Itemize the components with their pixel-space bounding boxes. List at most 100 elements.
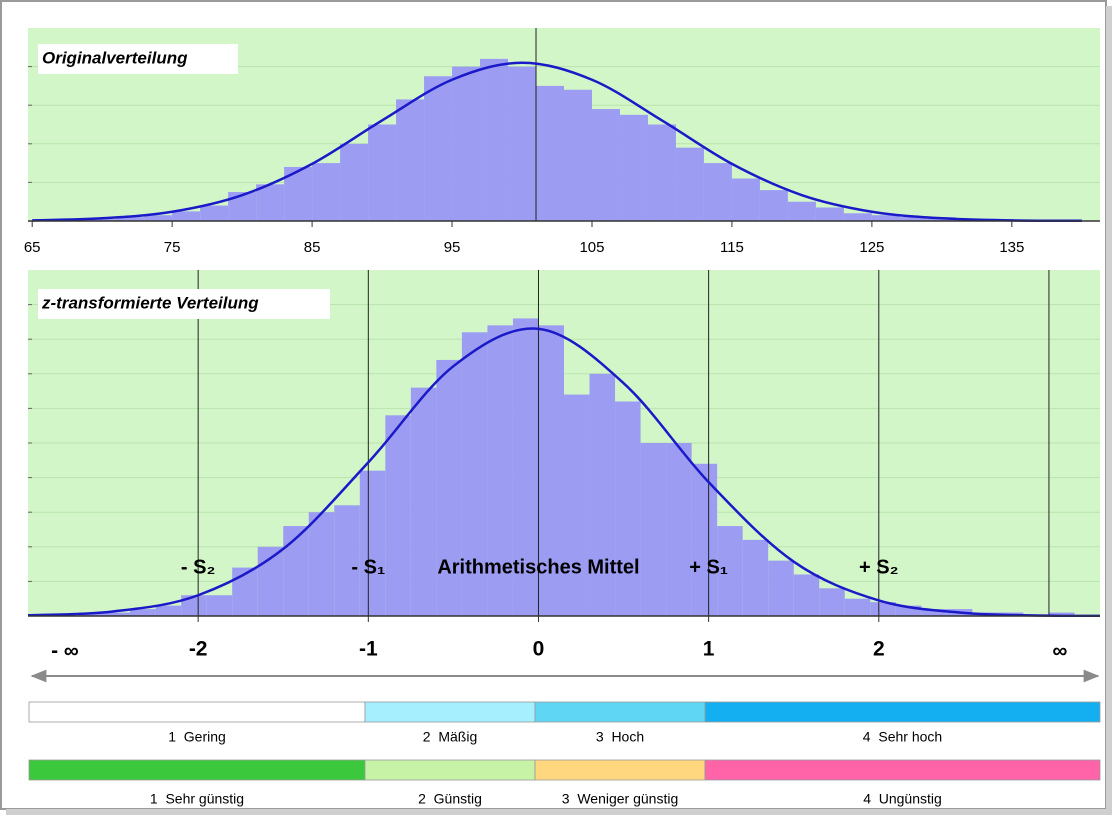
histogram-bar [359,470,386,616]
histogram-bar [844,598,871,616]
histogram-bar [759,190,788,221]
histogram-bar [843,213,872,221]
shadow [1106,6,1112,812]
histogram-bar [793,574,820,616]
histogram-bar [564,89,592,221]
scale-segment [28,701,366,723]
histogram-bar [536,85,564,222]
x-tick-label: 1 [703,638,715,661]
scale-label: 2 Günstig [418,791,482,807]
x-tick-label: 2 [873,638,885,661]
x-tick-label: 0 [533,638,545,661]
histogram-bar [104,612,131,616]
histogram-bar [675,147,704,221]
histogram-bar [742,539,769,616]
histogram-bar [619,114,648,221]
histogram-bar [787,201,816,221]
chart-title: Originalverteilung [42,48,188,67]
x-tick-label: 75 [164,239,181,256]
x-tick-label: 105 [579,239,604,256]
histogram-bar [368,124,397,221]
histogram-bar [731,178,760,221]
x-tick-label: -2 [189,638,208,661]
histogram-bar [283,526,309,616]
histogram-bar [1048,612,1075,616]
histogram-bar [899,217,928,221]
density-curve [28,327,1100,617]
x-tick-label: 85 [304,239,321,256]
histogram-bar [480,58,509,221]
title-box [38,289,330,319]
histogram-bar [312,163,341,221]
shadow [6,809,1112,815]
scale-label: 3 Weniger günstig [562,791,678,807]
histogram-bar [615,401,641,616]
histogram-bar [144,215,173,221]
histogram-bar [308,512,335,616]
scale-segment [534,701,706,723]
histogram-bar [589,373,616,616]
histogram-bar [155,605,182,616]
histogram-bar [487,325,513,616]
histogram-bar [172,211,201,221]
scale-segment [534,759,706,781]
plot-content [28,28,1100,222]
histogram-bar [200,205,229,221]
scale-label: 3 Hoch [596,729,644,745]
histogram-bar [768,560,794,616]
histogram-bar [512,318,539,616]
scale-segment [704,759,1101,781]
density-curve [32,61,1082,222]
histogram-bar [424,76,453,221]
histogram-bar [508,66,537,221]
histogram-bar [396,99,425,221]
axis-end-label: - ∞ [51,640,79,663]
histogram-bar [334,505,360,616]
histogram-bar [340,143,369,221]
histogram-bar [717,526,743,616]
scale-segment [364,701,536,723]
scale-label: 4 Sehr hoch [863,729,942,745]
histogram-bar [206,595,233,616]
chart-title: z-transformierte Verteilung [41,293,259,312]
histogram-bar [815,207,844,221]
histogram-bar [256,184,285,221]
histogram-bar [232,567,258,616]
annotation: + S₁ [689,556,728,578]
annotation: - S₁ [351,556,385,578]
histogram-bar [666,443,692,616]
x-tick-label: 95 [444,239,461,256]
histogram-bar [181,595,207,616]
histogram-bar [538,325,564,616]
histogram-bar [410,387,437,616]
histogram-bar [640,443,667,616]
histogram-bar [871,215,900,221]
histogram-bar [564,394,590,616]
scale-segment [364,759,536,781]
annotation: + S₂ [859,556,898,578]
x-tick-label: 125 [859,239,884,256]
scale-label: 2 Mäßig [423,729,477,745]
x-tick-label: -1 [359,638,378,661]
scale-label: 4 Ungünstig [863,791,942,807]
histogram-bar [130,609,156,616]
histogram-bar [703,163,732,221]
histogram-bar [895,605,922,616]
histogram-bar [88,219,117,221]
x-tick-label: 65 [24,239,41,256]
histogram-bar [921,609,947,616]
histogram-bar [436,359,462,616]
annotation: Arithmetisches Mittel [437,556,639,578]
scale-label: 1 Gering [168,729,226,745]
annotation: - S₂ [181,556,215,578]
histogram-bar [461,332,488,616]
histogram-bar [870,602,896,616]
x-tick-label: 135 [999,239,1024,256]
x-tick-label: 115 [720,239,744,256]
plot-content [28,270,1100,617]
histogram-bar [647,124,676,221]
histogram-bar [385,415,411,616]
title-box [38,44,238,74]
histogram-bar [116,217,145,221]
axis-end-label: ∞ [1053,640,1068,663]
